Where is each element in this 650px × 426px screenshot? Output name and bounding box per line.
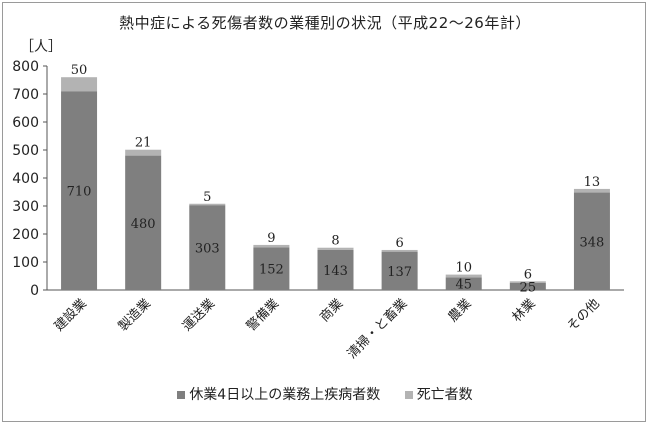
bar-deaths <box>509 281 546 283</box>
bar-deaths <box>445 274 482 278</box>
y-tick-label: 500 <box>12 143 39 159</box>
legend-swatch-deaths <box>404 391 413 399</box>
bar-injuries <box>189 205 226 290</box>
bar-deaths <box>253 244 290 248</box>
bar-injuries <box>125 155 162 290</box>
legend-label-injuries: 休業4日以上の業務上疾病者数 <box>189 387 381 403</box>
y-tick-label: 800 <box>12 59 39 75</box>
legend-swatch-injuries <box>177 391 186 399</box>
data-label-injuries: 152 <box>259 263 284 278</box>
y-tick-label: 600 <box>12 115 39 131</box>
x-category-label: 建設業 <box>51 296 90 335</box>
bar-deaths <box>61 77 98 92</box>
bar-deaths <box>189 203 226 206</box>
legend-label-deaths: 死亡者数 <box>416 387 473 403</box>
data-label-deaths: 6 <box>524 267 532 282</box>
y-tick-label: 400 <box>12 171 39 187</box>
x-category-label: 製造業 <box>115 296 154 335</box>
bar-deaths <box>573 188 610 193</box>
y-tick-label: 200 <box>12 227 39 243</box>
bar-injuries <box>381 251 418 290</box>
x-category-label: 運送業 <box>179 296 218 335</box>
x-category-label: その他 <box>565 296 603 334</box>
chart-frame <box>2 2 646 422</box>
data-label-injuries: 303 <box>195 242 220 257</box>
y-tick-label: 100 <box>12 255 39 271</box>
bar-injuries <box>253 247 290 290</box>
data-label-deaths: 21 <box>135 136 152 151</box>
y-tick-label: 0 <box>30 283 39 299</box>
bar-deaths <box>381 249 418 252</box>
data-label-deaths: 10 <box>455 261 472 276</box>
x-category-label: 農業 <box>445 296 475 326</box>
x-category-label: 清掃・と畜業 <box>344 296 410 362</box>
bar-injuries <box>445 277 482 290</box>
bar-injuries <box>317 249 354 290</box>
legend-item-injuries: 休業4日以上の業務上疾病者数 <box>177 384 380 404</box>
x-category-label: 警備業 <box>243 296 282 335</box>
bar-deaths <box>317 247 354 250</box>
data-label-deaths: 6 <box>395 236 403 251</box>
y-axis-unit-label: ［人］ <box>20 39 62 55</box>
x-category-label: 林業 <box>509 296 539 326</box>
data-label-injuries: 25 <box>520 281 537 296</box>
bar-injuries <box>509 283 546 290</box>
chart-title: 熱中症による死傷者数の業種別の状況（平成22～26年計） <box>119 14 531 32</box>
data-label-injuries: 480 <box>131 217 156 232</box>
y-tick-label: 300 <box>12 199 39 215</box>
x-category-label: 商業 <box>317 296 347 326</box>
data-label-injuries: 348 <box>580 235 605 250</box>
data-label-deaths: 9 <box>267 231 275 246</box>
data-label-injuries: 710 <box>67 185 92 200</box>
data-label-injuries: 137 <box>387 265 412 280</box>
legend: 休業4日以上の業務上疾病者数 死亡者数 <box>0 384 650 404</box>
data-label-injuries: 45 <box>455 278 472 293</box>
bar-injuries <box>61 91 98 290</box>
data-label-deaths: 5 <box>203 190 211 205</box>
data-label-deaths: 50 <box>71 63 88 78</box>
bar-deaths <box>125 149 162 156</box>
bar-injuries <box>573 192 610 290</box>
y-tick-label: 700 <box>12 87 39 103</box>
data-label-deaths: 13 <box>584 175 601 190</box>
data-label-deaths: 8 <box>331 234 339 249</box>
legend-item-deaths: 死亡者数 <box>404 384 473 404</box>
data-label-injuries: 143 <box>323 264 348 279</box>
